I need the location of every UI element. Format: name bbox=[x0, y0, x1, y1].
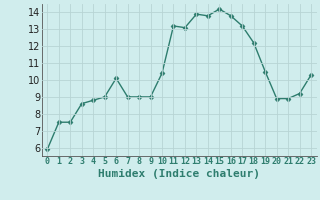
X-axis label: Humidex (Indice chaleur): Humidex (Indice chaleur) bbox=[98, 169, 260, 179]
